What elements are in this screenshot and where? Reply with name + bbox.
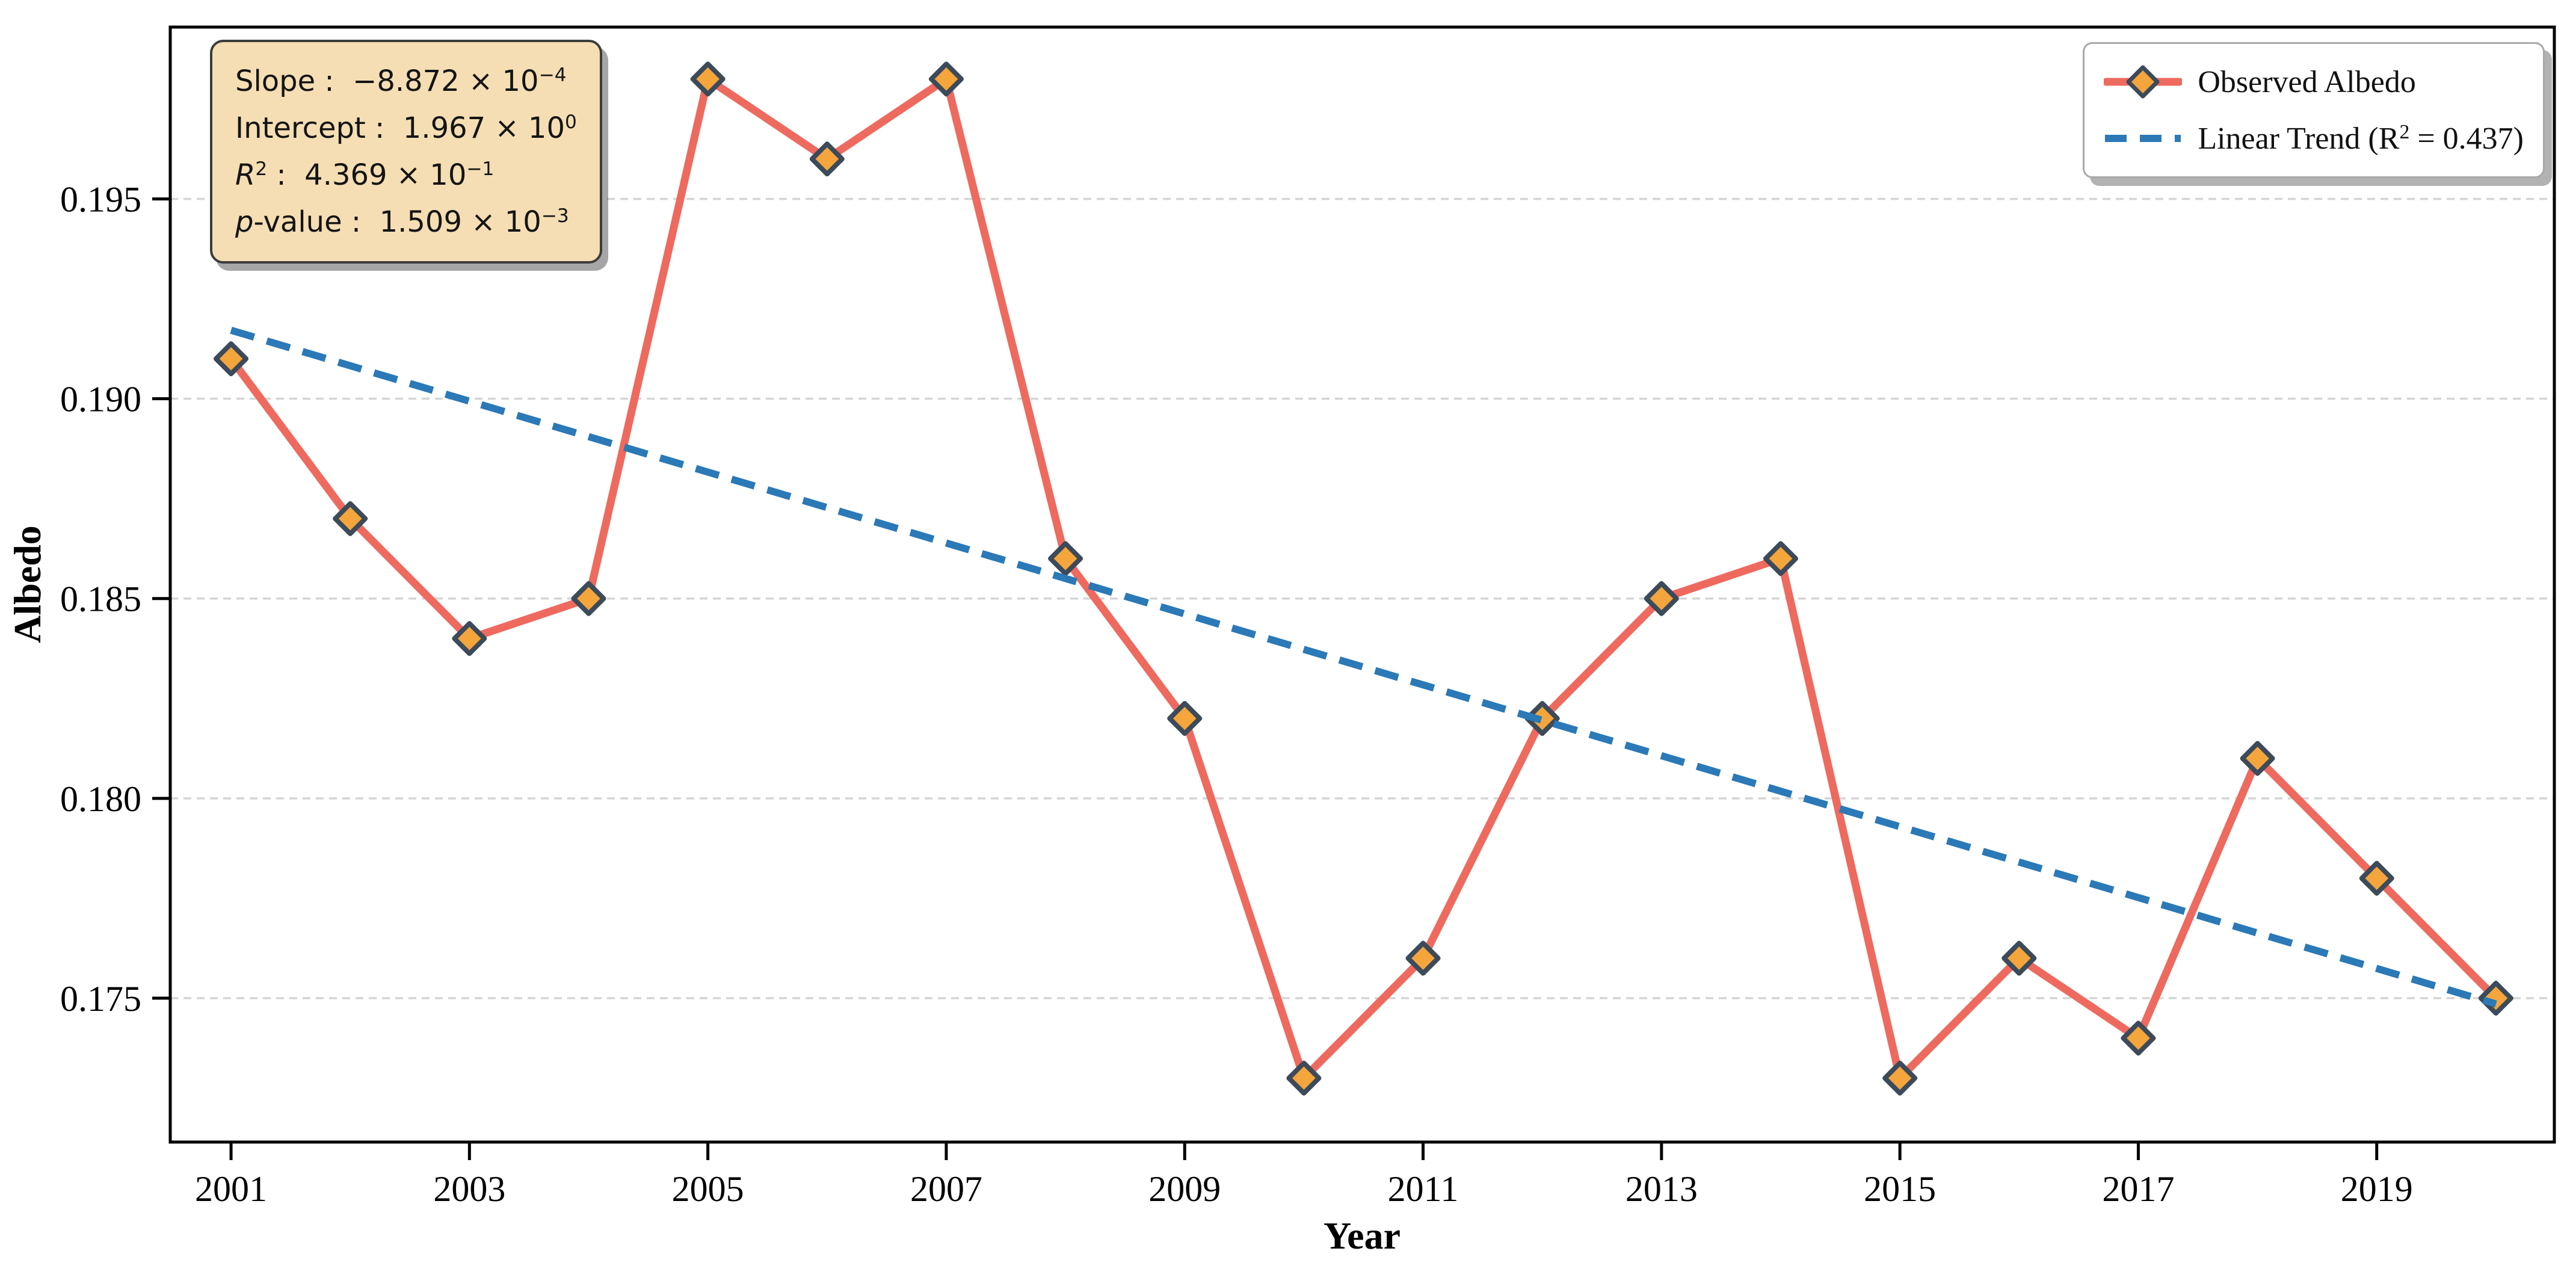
stat-separator: : [342, 205, 380, 239]
x-tick-label: 2001 [195, 1169, 267, 1209]
stat-value: 4.369 × 10 [304, 158, 467, 192]
data-point-marker [1644, 581, 1679, 616]
stat-line-intercept: Intercept : 1.967 × 100 [235, 105, 577, 152]
data-point-marker [452, 621, 487, 656]
trend-series-icon [2105, 135, 2181, 142]
data-point-marker [2359, 860, 2394, 896]
stat-value: 1.967 × 10 [402, 111, 565, 145]
stat-value: 1.509 × 10 [379, 205, 541, 239]
x-tick-label: 2015 [1864, 1169, 1936, 1209]
data-point-marker [1524, 700, 1560, 736]
y-axis-title: Albedo [6, 525, 49, 643]
data-point-marker [1167, 700, 1203, 736]
data-point-marker [214, 341, 249, 377]
stat-exponent: −3 [541, 205, 569, 227]
observed-series-icon [2104, 65, 2183, 99]
stat-label-rest: -value [253, 205, 342, 239]
legend-label-observed: Observed Albedo [2198, 64, 2416, 99]
data-point-marker [1763, 541, 1799, 576]
stat-label: p [235, 205, 254, 239]
data-point-marker [1405, 940, 1441, 976]
x-tick-label: 2013 [1625, 1169, 1698, 1209]
x-tick-label: 2019 [2341, 1169, 2413, 1209]
data-point-marker [333, 501, 368, 536]
stat-separator: : [315, 64, 353, 98]
legend-entry-trend: Linear Trend (R2 = 0.437) [2104, 115, 2524, 162]
axes-frame [168, 25, 2556, 1144]
y-tick-label: 0.195 [60, 180, 141, 220]
x-tick-label: 2005 [672, 1169, 744, 1209]
stat-separator: : [267, 158, 305, 192]
stat-label: R [235, 158, 256, 192]
stat-exponent: −4 [538, 64, 567, 87]
x-tick-label: 2007 [910, 1169, 982, 1209]
x-tick-label: 2017 [2102, 1169, 2174, 1209]
data-point-marker [2240, 741, 2275, 776]
stat-exponent: −1 [466, 158, 495, 181]
stat-label: Intercept [235, 111, 366, 145]
stat-line-r-squared: R2 : 4.369 × 10−1 [235, 152, 577, 199]
linear-trend-line [230, 327, 2497, 1008]
stat-exponent: 0 [565, 111, 577, 134]
stat-line-slope: Slope : −8.872 × 10−4 [235, 58, 577, 105]
stat-value: −8.872 × 10 [353, 64, 539, 98]
y-tick-label: 0.185 [60, 579, 141, 619]
data-point-marker [2121, 1021, 2156, 1056]
diamond-marker-icon [2126, 65, 2160, 99]
y-tick-label: 0.175 [60, 979, 141, 1019]
legend-entry-observed: Observed Albedo [2104, 58, 2524, 105]
legend-label-trend: Linear Trend (R2 = 0.437) [2198, 120, 2524, 156]
stat-label-sup: 2 [255, 158, 268, 181]
legend: Observed Albedo Linear Trend (R2 = 0.437… [2083, 42, 2545, 178]
data-point-marker [690, 61, 726, 97]
data-point-marker [1286, 1060, 1322, 1096]
x-tick-label: 2009 [1148, 1169, 1221, 1209]
y-tick-label: 0.180 [60, 779, 141, 819]
observed-albedo-line [227, 75, 2500, 1082]
data-point-marker [2001, 940, 2037, 976]
x-tick-label: 2003 [433, 1169, 505, 1209]
data-point-marker [2478, 980, 2513, 1016]
data-point-marker [809, 141, 845, 177]
stat-separator: : [365, 111, 403, 145]
stats-annotation-box: Slope : −8.872 × 10−4 Intercept : 1.967 … [210, 40, 602, 264]
x-tick-label: 2011 [1388, 1169, 1459, 1209]
data-point-marker [1882, 1060, 1918, 1096]
y-tick-label: 0.190 [60, 380, 141, 419]
stat-label: Slope [235, 64, 316, 98]
x-axis-title: Year [1323, 1214, 1400, 1257]
data-point-marker [571, 581, 606, 616]
data-point-marker [1048, 541, 1083, 576]
stat-line-p-value: p-value : 1.509 × 10−3 [235, 199, 577, 245]
data-point-marker [928, 61, 964, 97]
